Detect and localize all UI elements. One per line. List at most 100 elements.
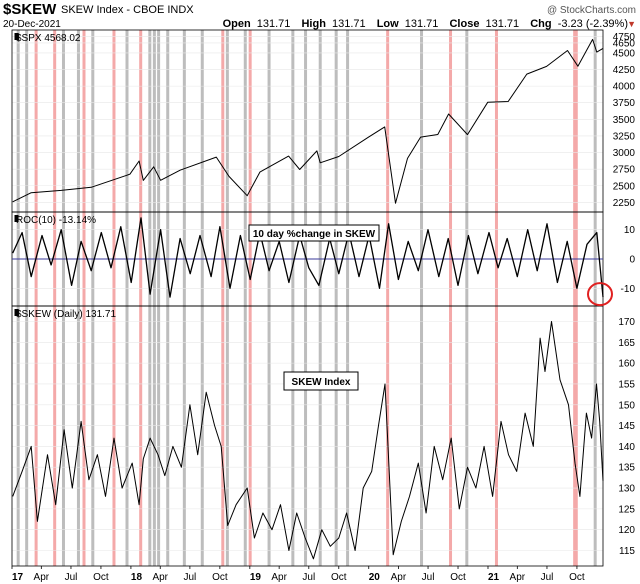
spx-y-tick-label: 4250 <box>613 65 636 76</box>
skew-panel-border <box>11 305 604 567</box>
gray-event-band <box>25 30 29 566</box>
x-tick-label: 19 <box>250 572 262 583</box>
low-label: Low <box>377 18 399 30</box>
axes: 2250 2500 2750 3000 3250 3500 3750 4000 4250 4500… <box>11 32 636 583</box>
roc-y-tick-label: -10 <box>621 284 636 295</box>
gray-event-band <box>346 30 350 566</box>
x-tick-label: 18 <box>131 572 143 583</box>
red-event-band <box>573 30 577 566</box>
open-label: Open <box>223 18 251 30</box>
spx-y-tick-label: 4000 <box>613 82 636 93</box>
spx-y-tick-label: 2500 <box>613 181 636 192</box>
roc-highlight-circle <box>587 282 613 307</box>
symbol-description: SKEW Index - CBOE INDX <box>61 4 194 16</box>
skew-y-tick-label: 115 <box>619 546 635 557</box>
red-event-band <box>386 30 390 566</box>
gray-event-band <box>334 30 338 566</box>
gray-event-band <box>243 30 247 566</box>
gray-event-band <box>76 30 80 566</box>
gray-event-band <box>304 30 308 566</box>
grid <box>12 36 603 551</box>
roc-annotation-text: 10 day %change in SKEW <box>253 229 376 240</box>
gray-event-band <box>465 30 469 566</box>
gray-event-band <box>61 30 65 566</box>
skew-y-tick-label: 150 <box>618 400 635 411</box>
spx-y-tick-label: 3750 <box>613 98 636 109</box>
gray-event-band <box>291 30 295 566</box>
skew-y-tick-label: 140 <box>618 442 635 453</box>
red-event-band <box>139 30 143 566</box>
x-tick-label: Apr <box>271 572 287 583</box>
high-value: 131.71 <box>332 18 366 30</box>
x-tick-label: Jul <box>183 572 196 583</box>
event-bands <box>16 30 597 566</box>
spx-y-tick-label: 2750 <box>613 165 636 176</box>
gray-event-band <box>420 30 424 566</box>
x-tick-label: Oct <box>331 572 347 583</box>
spx-label-marker <box>14 33 19 40</box>
open-value: 131.71 <box>257 18 291 30</box>
x-tick-label: Jul <box>541 572 554 583</box>
gray-event-band <box>152 30 156 566</box>
red-event-band <box>221 30 225 566</box>
x-tick-label: Apr <box>34 572 50 583</box>
red-event-band <box>82 30 86 566</box>
skew-y-tick-label: 165 <box>618 338 635 349</box>
gray-event-band <box>91 30 95 566</box>
chart-header: $SKEW SKEW Index - CBOE INDX 20-Dec-2021… <box>3 1 636 30</box>
skew-y-tick-label: 125 <box>618 504 635 515</box>
x-tick-label: 20 <box>369 572 381 583</box>
skew-y-tick-label: 135 <box>618 463 635 474</box>
red-event-band <box>494 30 498 566</box>
chg-value: -3.23 (-2.39%) <box>558 18 628 30</box>
spx-panel-label: $SPX 4568.02 <box>16 33 81 44</box>
roc-panel-label: ROC(10) -13.14% <box>16 215 96 226</box>
red-event-band <box>112 30 116 566</box>
spx-series-line <box>12 38 604 204</box>
x-tick-label: Jul <box>302 572 315 583</box>
quote-line: Open 131.71 High 131.71 Low 131.71 Close… <box>223 18 628 30</box>
roc-annotation: 10 day %change in SKEW <box>248 224 380 242</box>
skew-panel-label: $SKEW (Daily) 131.71 <box>16 309 116 320</box>
x-tick-label: 21 <box>488 572 500 583</box>
roc-annotation-box <box>248 224 380 242</box>
gray-event-band <box>148 30 152 566</box>
red-event-band <box>248 30 252 566</box>
high-label: High <box>301 18 326 30</box>
spx-y-tick-label: 3500 <box>613 115 636 126</box>
x-tick-label: Oct <box>450 572 466 583</box>
skew-y-tick-label: 130 <box>618 484 635 495</box>
close-label: Close <box>449 18 479 30</box>
x-tick-label: Oct <box>212 572 228 583</box>
spx-y-tick-label: 4500 <box>613 48 636 59</box>
watermark: @ StockCharts.com <box>547 5 636 16</box>
close-value: 131.71 <box>486 18 520 30</box>
spx-y-tick-label: 4750 <box>613 32 636 43</box>
series <box>12 38 613 560</box>
roc-series-line <box>12 217 604 298</box>
x-tick-label: Apr <box>391 572 407 583</box>
x-tick-label: Jul <box>65 572 78 583</box>
gray-event-band <box>166 30 170 566</box>
skew-annotation-box <box>283 371 359 391</box>
roc-y-tick-label: 10 <box>624 225 636 236</box>
red-event-band <box>449 30 453 566</box>
skew-y-tick-label: 160 <box>618 359 635 370</box>
gray-event-band <box>182 30 186 566</box>
spx-y-tick-label: 4650 <box>613 38 636 49</box>
spx-y-tick-label: 3250 <box>613 131 636 142</box>
gray-event-band <box>318 30 322 566</box>
x-tick-label: Apr <box>152 572 168 583</box>
gray-event-band <box>200 30 204 566</box>
x-tick-label: Oct <box>569 572 585 583</box>
spx-y-tick-label: 3000 <box>613 148 636 159</box>
chg-down-arrow: ▼ <box>627 19 636 29</box>
spx-panel-border <box>11 29 604 213</box>
chart-date: 20-Dec-2021 <box>3 19 61 30</box>
symbol-title: $SKEW <box>3 1 57 18</box>
panels: $SPX 4568.02 ROC(10) -13.14% $SKEW (Daily)… <box>11 29 604 567</box>
red-event-band <box>574 30 578 566</box>
red-event-band <box>53 30 57 566</box>
gray-event-band <box>267 30 271 566</box>
